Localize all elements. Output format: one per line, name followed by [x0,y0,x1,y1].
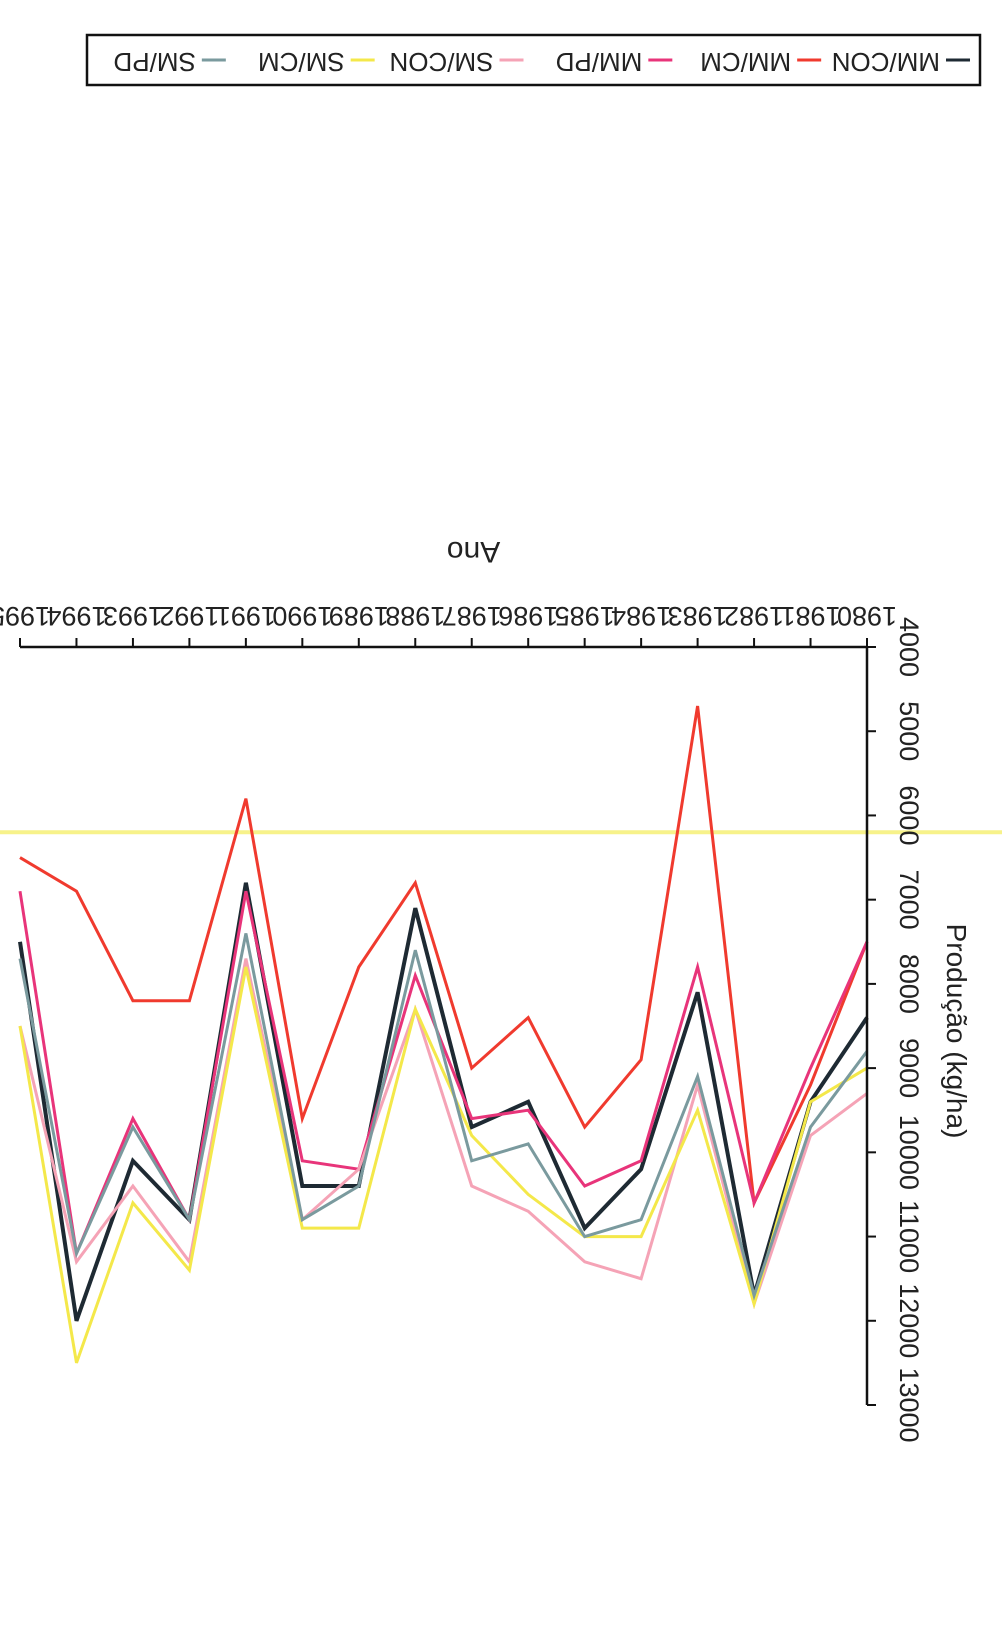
x-tick-label: 1993 [103,601,163,631]
x-tick-label: 1989 [329,601,389,631]
y-tick-label: 11000 [894,1200,924,1273]
x-tick-label: 1986 [498,601,558,631]
series-line-mm-pd [18,890,869,1259]
legend: MM/CON MM/CM MM/PD SM/CON SM/CM SM/PD [85,33,982,87]
y-tick-label: 7000 [894,870,924,930]
y-tick-label: 4000 [894,617,924,677]
y-tick-label: 13000 [894,1367,924,1442]
x-tick-label: 1982 [724,601,784,631]
y-tick-layer: 4000 5000 6000 7000 8000 9000 10000 11000 12000 1… [867,617,924,1443]
x-tick-label: 1988 [385,601,445,631]
y-tick-label: 6000 [894,785,924,845]
series-line-sm-cm [18,966,868,1364]
y-tick-label: 5000 [894,701,924,761]
x-tick-layer: 1980198119821983198419851986198719881989… [0,601,897,647]
x-tick-label: 1981 [780,601,840,631]
series-line-mm-cm [19,705,869,1209]
x-tick-label: 1995 [0,601,50,631]
y-tick-label: 8000 [894,954,924,1014]
y-tick-label: 10000 [894,1115,924,1190]
series-line-sm-pd [18,933,869,1301]
x-tick-label: 1991 [216,601,276,631]
x-tick-label: 1985 [555,601,615,631]
series-layer [18,705,869,1364]
x-tick-label: 1992 [159,601,219,631]
legend-label: SM/PD [113,47,195,77]
x-tick-label: 1984 [611,601,671,631]
x-tick-label: 1987 [442,601,502,631]
y-tick-label: 12000 [894,1283,924,1358]
legend-label: SM/CM [258,47,345,77]
legend-label: SM/CON [390,47,494,77]
x-tick-label: 1983 [668,601,728,631]
legend-box [85,33,982,87]
y-tick-label: 9000 [894,1038,924,1098]
legend-label: MM/CON [832,47,940,77]
legend-label: MM/CM [700,47,791,77]
series-line-sm-con [18,958,868,1310]
x-axis-label: Ano [447,535,500,568]
legend-label: MM/PD [556,47,643,77]
y-axis-label: Produção (kg/ha) [941,924,972,1139]
x-tick-label: 1990 [272,601,332,631]
series-line-mm-con [18,882,869,1322]
x-tick-label: 1980 [837,601,897,631]
x-tick-label: 1994 [46,601,106,631]
